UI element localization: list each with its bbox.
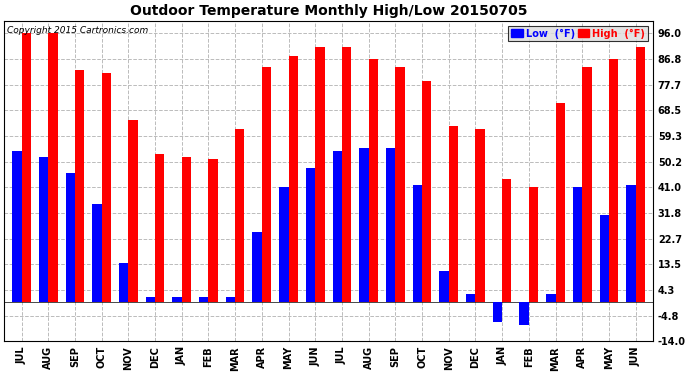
- Bar: [288, 56, 298, 302]
- Bar: [146, 297, 155, 302]
- Bar: [199, 297, 208, 302]
- Title: Outdoor Temperature Monthly High/Low 20150705: Outdoor Temperature Monthly High/Low 201…: [130, 4, 527, 18]
- Legend: Low  (°F), High  (°F): Low (°F), High (°F): [509, 26, 648, 42]
- Bar: [635, 47, 645, 302]
- Bar: [39, 156, 48, 302]
- Bar: [386, 148, 395, 302]
- Bar: [262, 67, 271, 302]
- Bar: [368, 58, 378, 302]
- Bar: [315, 47, 324, 302]
- Bar: [475, 129, 485, 302]
- Bar: [226, 297, 235, 302]
- Bar: [172, 297, 181, 302]
- Bar: [48, 33, 57, 302]
- Bar: [600, 215, 609, 302]
- Bar: [128, 120, 138, 302]
- Bar: [75, 70, 84, 302]
- Bar: [546, 294, 555, 302]
- Bar: [529, 188, 538, 302]
- Bar: [466, 294, 475, 302]
- Bar: [493, 302, 502, 322]
- Bar: [582, 67, 591, 302]
- Bar: [92, 204, 101, 302]
- Bar: [181, 156, 191, 302]
- Bar: [555, 104, 565, 302]
- Bar: [21, 33, 31, 302]
- Bar: [395, 67, 404, 302]
- Bar: [66, 173, 75, 302]
- Bar: [413, 184, 422, 302]
- Bar: [342, 47, 351, 302]
- Bar: [448, 126, 458, 302]
- Bar: [502, 179, 511, 302]
- Bar: [279, 188, 288, 302]
- Bar: [235, 129, 244, 302]
- Bar: [609, 59, 618, 302]
- Bar: [359, 148, 368, 302]
- Bar: [12, 151, 21, 302]
- Bar: [155, 154, 164, 302]
- Bar: [253, 232, 262, 302]
- Bar: [520, 302, 529, 324]
- Bar: [208, 159, 218, 302]
- Bar: [422, 81, 431, 302]
- Bar: [440, 272, 449, 302]
- Text: Copyright 2015 Cartronics.com: Copyright 2015 Cartronics.com: [8, 26, 148, 34]
- Bar: [333, 151, 342, 302]
- Bar: [306, 168, 315, 302]
- Bar: [573, 188, 582, 302]
- Bar: [627, 184, 635, 302]
- Bar: [119, 263, 128, 302]
- Bar: [101, 72, 111, 302]
